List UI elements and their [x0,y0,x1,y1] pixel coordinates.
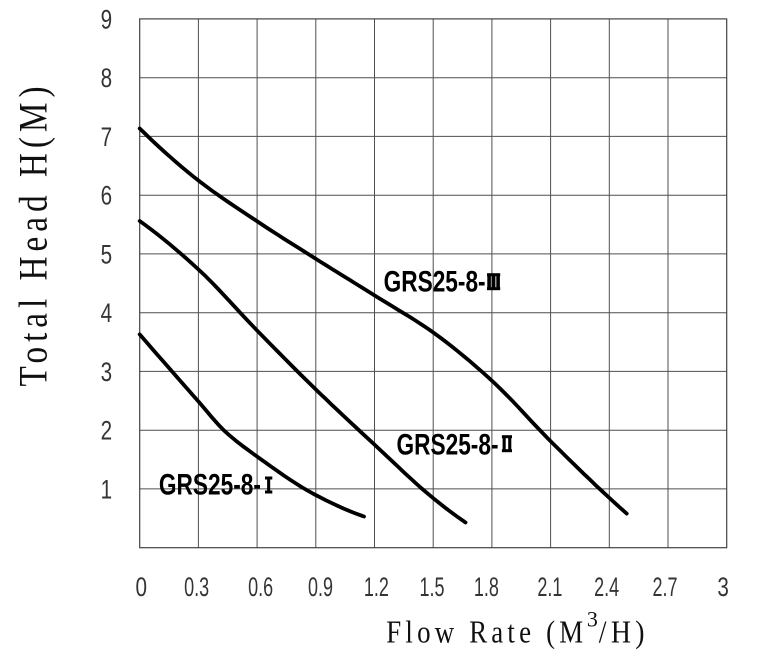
svg-text:1.2: 1.2 [364,572,389,602]
svg-text:3: 3 [717,572,729,602]
svg-text:1: 1 [101,474,113,504]
svg-text:GRS25-8-: GRS25-8- [397,429,499,462]
svg-text:2.4: 2.4 [594,572,619,602]
svg-text:/H): /H) [599,614,649,650]
svg-text:GRS25-8-: GRS25-8- [384,265,486,298]
svg-text:3: 3 [101,357,113,387]
svg-text:9: 9 [101,4,113,34]
svg-text:2: 2 [101,416,113,446]
svg-text:8: 8 [101,63,113,93]
svg-text:0.9: 0.9 [308,572,333,602]
svg-text:2.7: 2.7 [653,572,678,602]
svg-text:3: 3 [587,607,598,632]
svg-text:7: 7 [101,122,113,152]
svg-text:GRS25-8-: GRS25-8- [159,469,261,502]
svg-text:0.6: 0.6 [248,572,273,602]
svg-text:2.1: 2.1 [537,572,562,602]
svg-text:4: 4 [101,298,113,328]
svg-text:1.5: 1.5 [420,572,445,602]
svg-text:Flow Rate (M: Flow Rate (M [386,614,587,650]
svg-text:6: 6 [101,181,113,211]
svg-text:Total Head H(M): Total Head H(M) [11,82,56,387]
svg-text:1.8: 1.8 [474,572,499,602]
svg-text:5: 5 [101,239,113,269]
svg-text:0: 0 [136,572,148,602]
svg-text:0.3: 0.3 [184,572,209,602]
